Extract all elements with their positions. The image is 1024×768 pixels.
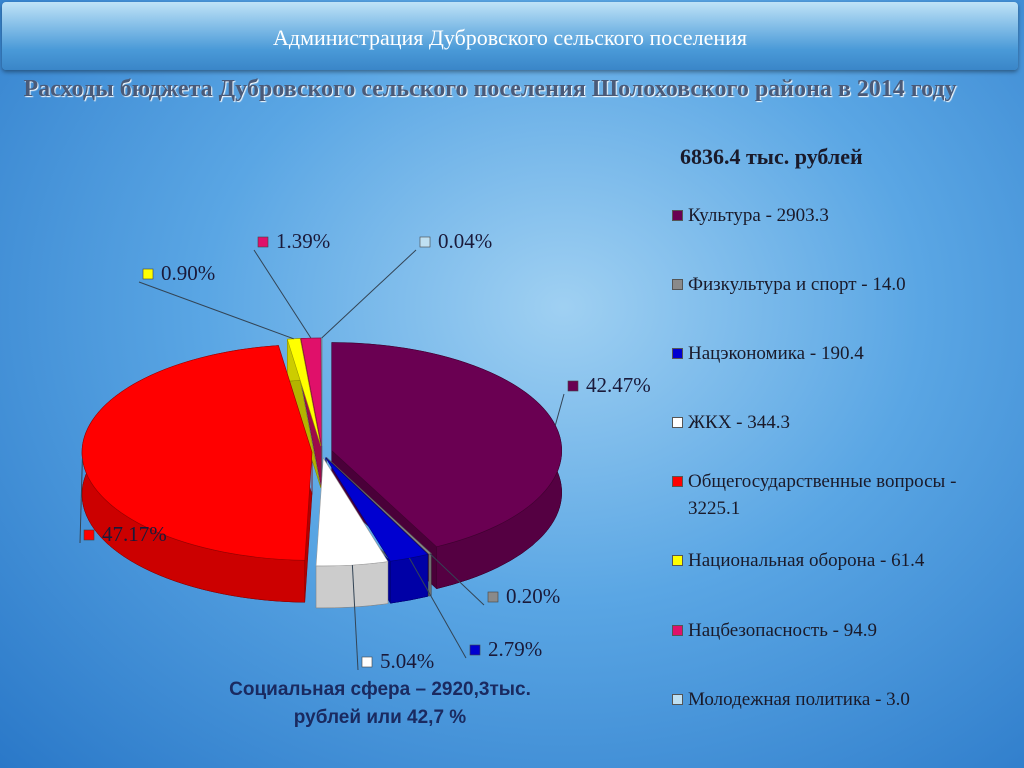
slice — [331, 342, 563, 548]
legend-label: Национальная оборона - 61.4 — [688, 550, 925, 571]
legend-marker — [672, 625, 683, 636]
leader-line — [554, 393, 565, 426]
leader-line — [351, 565, 359, 671]
legend-entry: Нацэкономика - 190.4 — [672, 340, 1024, 367]
legend-marker — [672, 476, 683, 487]
annotation: Социальная сфера – 2920,3тыс. рублей или… — [229, 679, 531, 728]
label-marker — [419, 236, 431, 248]
data-label: 1.39% — [276, 229, 330, 253]
header: Администрация Дубровского сельского посе… — [2, 2, 1018, 70]
slice-side — [428, 553, 432, 597]
data-label: 0.20% — [506, 584, 560, 608]
leader-line — [79, 458, 83, 544]
legend-entry: Культура - 2903.3 — [672, 202, 1024, 229]
legend-entry: Нацбезопасность - 94.9 — [672, 617, 1024, 644]
leader-line — [138, 281, 294, 340]
chart-title: Расходы бюджета Дубровского сельского по… — [23, 76, 957, 102]
leader-line — [253, 249, 312, 339]
label-marker — [469, 644, 481, 656]
slice — [81, 345, 313, 561]
data-label: 2.79% — [488, 637, 542, 661]
label-marker — [83, 529, 95, 541]
legend-marker — [672, 348, 683, 359]
legend-entry: Национальная оборона - 61.4 — [672, 547, 1024, 574]
slice — [300, 337, 322, 447]
slice-side — [315, 561, 389, 609]
legend-label: ЖКХ - 344.3 — [688, 412, 790, 433]
leader-line — [409, 557, 467, 659]
legend-marker — [672, 555, 683, 566]
legend-marker — [672, 279, 683, 290]
label-marker — [361, 656, 373, 668]
legend-label: Физкультура и спорт - 14.0 — [688, 274, 906, 295]
leader-line — [429, 553, 485, 606]
legend-entry: Молодежная политика - 3.0 — [672, 686, 1024, 713]
label-marker — [487, 591, 499, 603]
legend-marker — [672, 210, 683, 221]
legend-entry: Физкультура и спорт - 14.0 — [672, 271, 1024, 298]
label-marker — [142, 268, 154, 280]
legend-marker — [672, 694, 683, 705]
data-label: 5.04% — [380, 649, 434, 673]
legend-label: Общегосударственные вопросы - 3225.1 — [688, 471, 957, 519]
slice — [315, 457, 389, 567]
data-label: 0.04% — [438, 229, 492, 253]
slice — [325, 457, 429, 562]
data-label: 42.47% — [586, 373, 651, 397]
legend-entry: ЖКХ - 344.3 — [672, 409, 1024, 436]
legend-label: Молодежная политика - 3.0 — [688, 689, 910, 710]
legend-label: Нацбезопасность - 94.9 — [688, 620, 877, 641]
leader-line — [321, 249, 417, 339]
data-label: 0.90% — [161, 261, 215, 285]
label-marker — [257, 236, 269, 248]
legend-label: Культура - 2903.3 — [688, 205, 829, 226]
slice-side — [390, 554, 429, 604]
subtitle: 6836.4 тыс. рублей — [680, 144, 863, 169]
legend-marker — [672, 417, 683, 428]
legend-label: Нацэкономика - 190.4 — [688, 343, 864, 364]
label-marker — [567, 380, 579, 392]
legend-entry: Общегосударственные вопросы - 3225.1 — [672, 468, 1008, 522]
data-label: 47.17% — [102, 522, 167, 546]
